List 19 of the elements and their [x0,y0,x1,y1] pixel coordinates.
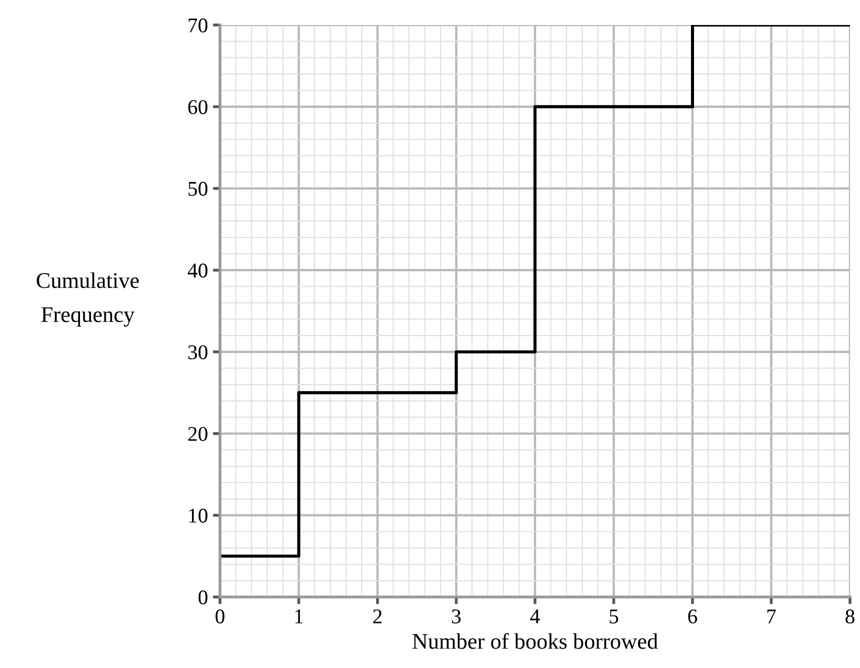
y-tick-label: 0 [198,590,208,604]
y-tick-label: 70 [188,18,208,32]
y-axis-title: Cumulative Frequency [36,272,139,327]
y-tick-label: 10 [189,508,208,523]
x-tick-label: 8 [846,609,854,624]
x-tick-label: 6 [688,609,698,624]
y-tick-label: 60 [188,100,208,114]
x-axis-title: Number of books borrowed [412,633,658,649]
y-tick-label: 20 [188,426,208,442]
x-tick-label: 4 [530,610,540,624]
x-tick-label: 2 [373,609,382,624]
x-tick-label: 5 [610,610,618,624]
y-tick-label: 30 [188,345,208,360]
x-tick-label: 7 [767,610,776,624]
y-tick-label: 50 [188,182,208,196]
x-tick-label: 0 [216,609,224,624]
x-tick-label: 3 [452,609,461,624]
y-tick-label: 40 [188,264,208,278]
x-tick-label: 1 [295,610,303,624]
